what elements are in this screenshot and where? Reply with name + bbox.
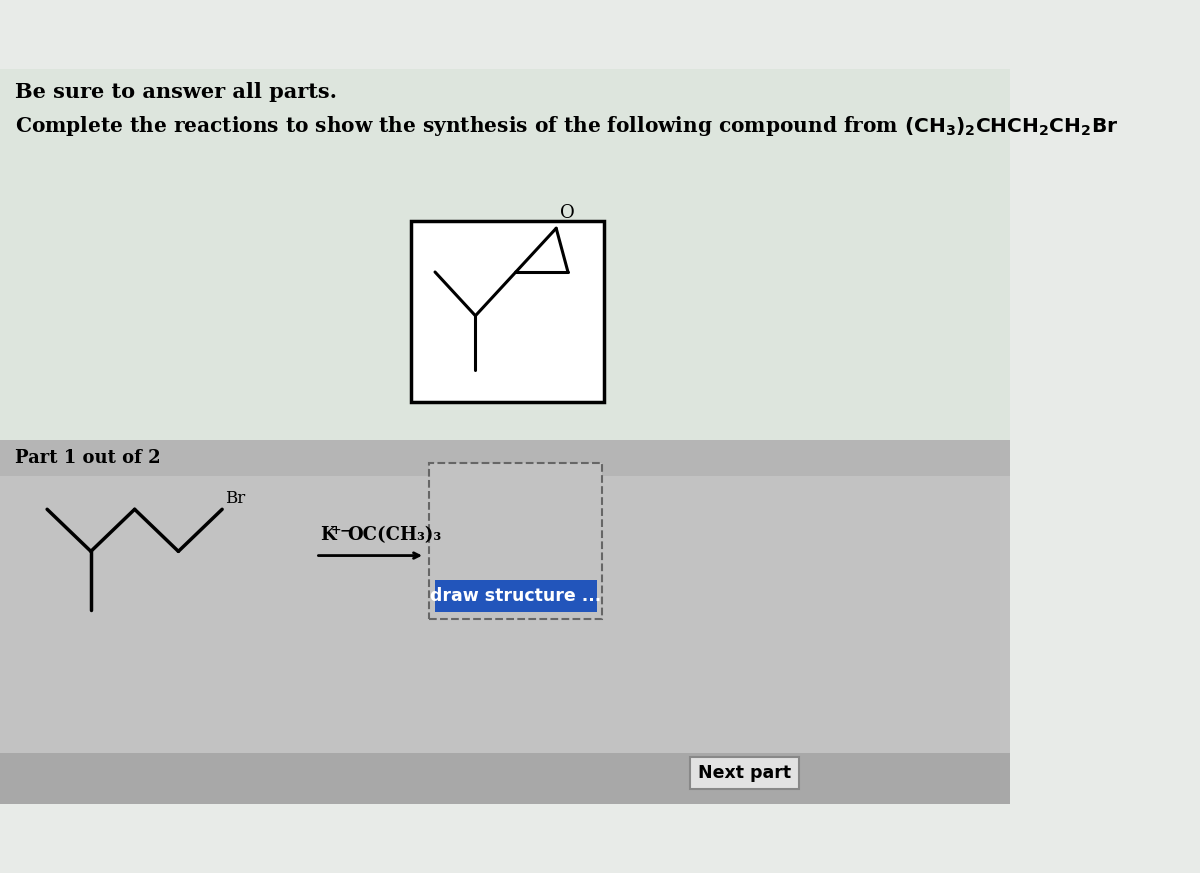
Text: Next part: Next part [698, 764, 791, 781]
Bar [410, 221, 604, 402]
Text: K: K [319, 526, 335, 544]
Text: O: O [560, 203, 575, 222]
Bar [0, 753, 1009, 804]
Text: Complete the reactions to show the synthesis of the following compound from $\ma: Complete the reactions to show the synth… [16, 113, 1118, 138]
Bar [0, 476, 1009, 804]
Text: Be sure to answer all parts.: Be sure to answer all parts. [16, 82, 337, 102]
Text: Br: Br [224, 490, 245, 506]
Text: Part 1 out of 2: Part 1 out of 2 [16, 449, 161, 467]
Text: +: + [331, 524, 341, 537]
Text: draw structure ...: draw structure ... [430, 587, 601, 605]
Bar [0, 69, 1009, 476]
Bar [430, 463, 601, 619]
Bar [436, 580, 596, 612]
Bar [690, 757, 799, 788]
Text: OC(CH₃)₃: OC(CH₃)₃ [348, 526, 442, 544]
Bar [0, 440, 1009, 476]
Text: −: − [340, 523, 350, 537]
